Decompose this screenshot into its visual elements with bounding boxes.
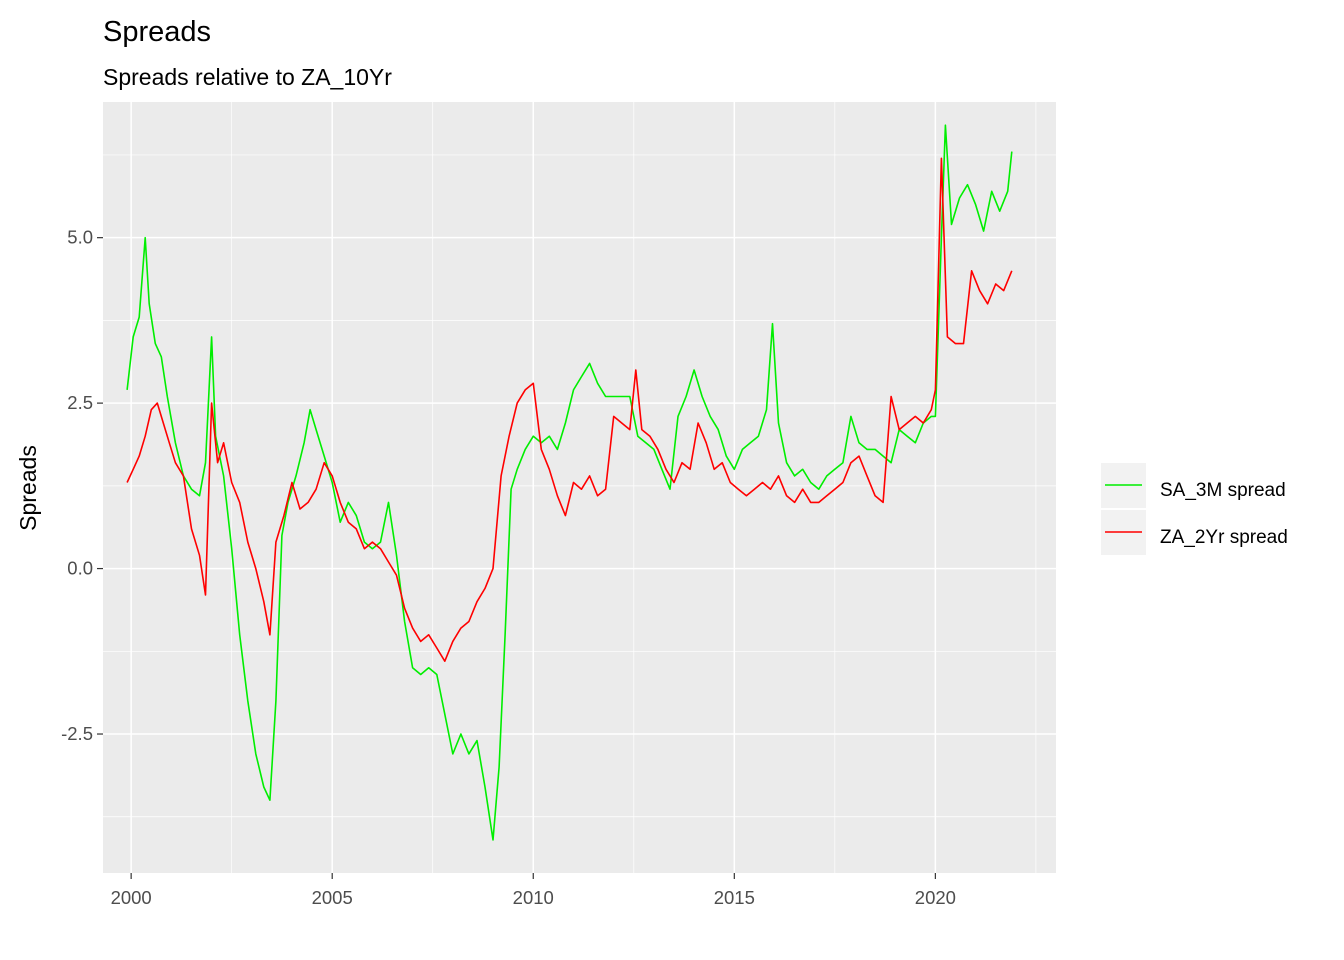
x-tick-label: 2015 [714, 887, 755, 908]
y-tick-label: 0.0 [67, 558, 93, 579]
y-axis-title: Spreads [15, 445, 41, 531]
x-tick-label: 2000 [111, 887, 152, 908]
chart-subtitle: Spreads relative to ZA_10Yr [103, 64, 392, 90]
y-axis: -2.5 0.0 2.5 5.0 [61, 227, 103, 744]
x-tick-label: 2020 [915, 887, 956, 908]
y-tick-label: -2.5 [61, 723, 93, 744]
chart-title: Spreads [103, 16, 211, 48]
series-line-za-2yr [126, 157, 1013, 662]
x-tick-label: 2010 [513, 887, 554, 908]
series-line-sa-3m [126, 124, 1013, 841]
y-tick-label: 5.0 [67, 227, 93, 248]
y-tick-label: 2.5 [67, 392, 93, 413]
x-tick-label: 2005 [312, 887, 353, 908]
legend: SA_3M spread ZA_2Yr spread [1101, 463, 1288, 555]
x-axis: 2000 2005 2010 2015 2020 [111, 873, 956, 908]
series-lines [126, 124, 1013, 841]
grid-lines [103, 102, 1056, 873]
legend-label-sa-3m: SA_3M spread [1160, 480, 1286, 501]
legend-label-za-2yr: ZA_2Yr spread [1160, 527, 1288, 548]
